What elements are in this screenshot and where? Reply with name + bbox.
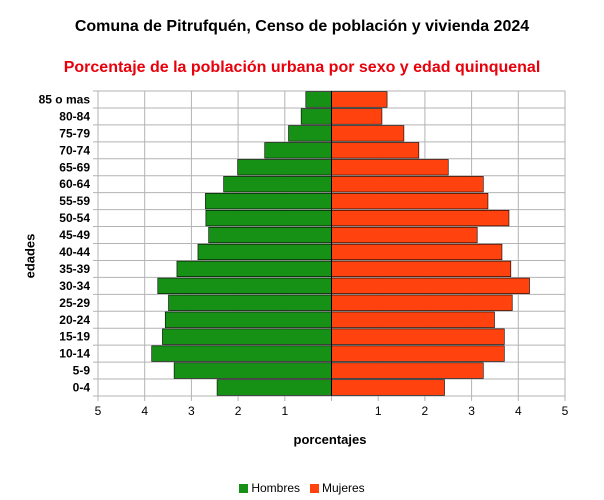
- bar-mujeres: [331, 142, 420, 159]
- bar-hombres: [288, 125, 332, 142]
- y-tick-label: 85 o mas: [39, 92, 91, 106]
- x-tick-label: 2: [422, 404, 429, 418]
- legend: Hombres Mujeres: [0, 481, 604, 495]
- y-tick-label: 10-14: [59, 347, 90, 361]
- y-tick-label: 40-44: [59, 245, 90, 259]
- bar-hombres: [300, 108, 332, 125]
- y-axis-label: edades: [22, 233, 38, 279]
- bar-mujeres: [331, 311, 495, 328]
- x-tick-label: 4: [141, 404, 148, 418]
- x-axis-label: porcentajes: [293, 432, 367, 447]
- bar-hombres: [168, 294, 332, 311]
- bar-mujeres: [331, 91, 388, 108]
- bar-mujeres: [331, 345, 505, 362]
- bar-mujeres: [331, 243, 503, 261]
- bar-mujeres: [331, 125, 405, 142]
- x-tick-label: 1: [281, 404, 288, 418]
- bar-hombres: [151, 345, 332, 362]
- bar-hombres: [157, 277, 332, 294]
- bar-mujeres: [331, 328, 505, 345]
- legend-item-hombres: Hombres: [239, 481, 300, 495]
- bar-hombres: [197, 243, 332, 261]
- bar-mujeres: [331, 294, 513, 311]
- legend-item-mujeres: Mujeres: [310, 481, 365, 495]
- legend-swatch-hombres: [239, 483, 249, 493]
- bar-hombres: [162, 328, 332, 345]
- bar-hombres: [237, 159, 332, 176]
- bar-hombres: [205, 209, 332, 227]
- x-tick-label: 2: [235, 404, 242, 418]
- y-tick-label: 70-74: [59, 143, 90, 157]
- y-tick-label: 5-9: [73, 364, 91, 378]
- y-tick-label: 15-19: [59, 330, 90, 344]
- bar-hombres: [264, 142, 332, 159]
- y-tick-label: 50-54: [59, 211, 90, 225]
- y-tick-label: 75-79: [59, 126, 90, 140]
- x-tick-label: 5: [562, 404, 569, 418]
- y-tick-label: 65-69: [59, 160, 90, 174]
- y-tick-label: 35-39: [59, 262, 90, 276]
- bar-hombres: [173, 362, 332, 379]
- bar-hombres: [205, 193, 332, 210]
- bar-hombres: [223, 176, 332, 193]
- y-tick-label: 80-84: [59, 109, 90, 123]
- y-tick-label: 55-59: [59, 194, 90, 208]
- legend-label-hombres: Hombres: [251, 481, 300, 495]
- bar-hombres: [208, 226, 332, 244]
- x-tick-label: 3: [188, 404, 195, 418]
- chart-subtitle: Porcentaje de la población urbana por se…: [63, 59, 541, 76]
- legend-swatch-mujeres: [310, 483, 319, 493]
- bar-mujeres: [331, 209, 510, 227]
- bar-mujeres: [331, 176, 484, 193]
- y-tick-label: 0-4: [73, 381, 91, 395]
- bar-mujeres: [331, 379, 445, 396]
- bar-mujeres: [331, 362, 484, 379]
- x-tick-label: 1: [375, 404, 382, 418]
- y-tick-label: 30-34: [59, 279, 90, 293]
- population-pyramid-chart: 85 o mas80-8475-7970-7465-6960-6455-5950…: [39, 90, 569, 418]
- y-tick-label: 60-64: [59, 177, 90, 191]
- bar-mujeres: [331, 159, 449, 176]
- bar-mujeres: [331, 277, 530, 294]
- bar-hombres: [176, 260, 332, 278]
- bar-mujeres: [331, 260, 512, 278]
- y-tick-label: 45-49: [59, 228, 90, 242]
- x-tick-label: 5: [95, 404, 102, 418]
- bar-hombres: [305, 91, 332, 108]
- bar-hombres: [216, 379, 332, 396]
- bar-mujeres: [331, 108, 383, 125]
- x-tick-label: 3: [468, 404, 475, 418]
- chart-title: Comuna de Pitrufquén, Censo de población…: [74, 18, 530, 35]
- legend-label-mujeres: Mujeres: [322, 481, 365, 495]
- y-tick-label: 25-29: [59, 296, 90, 310]
- bar-mujeres: [331, 193, 489, 210]
- bar-hombres: [164, 311, 332, 328]
- x-tick-label: 4: [515, 404, 522, 418]
- bar-mujeres: [331, 226, 478, 244]
- y-tick-label: 20-24: [59, 313, 90, 327]
